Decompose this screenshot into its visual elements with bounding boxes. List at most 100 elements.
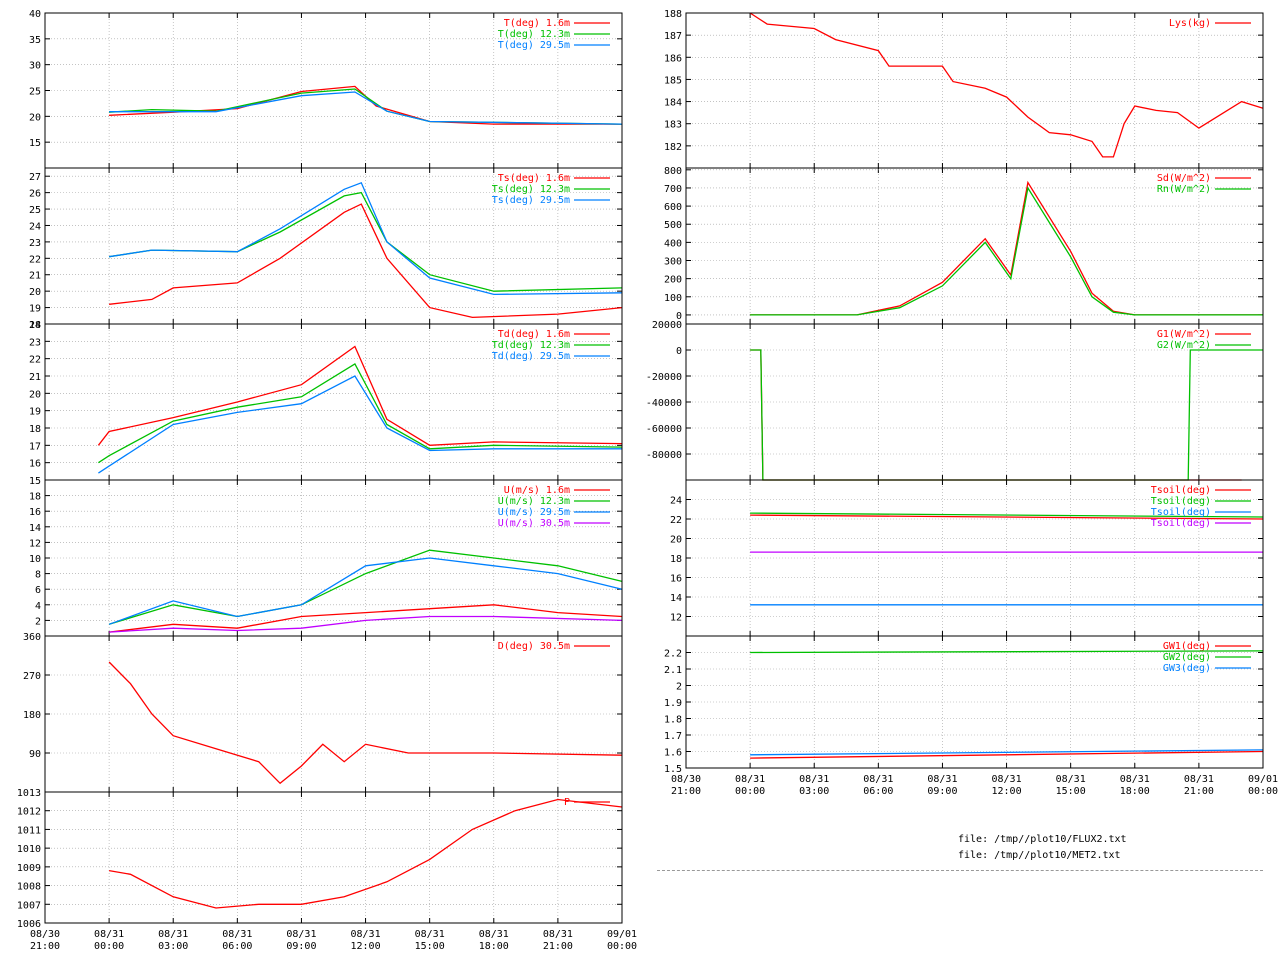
y-tick-label: 500 — [664, 220, 682, 231]
legend-label: Ts(deg) 29.5m — [492, 195, 570, 206]
legend-label: Lys(kg) — [1169, 18, 1211, 29]
x-tick-label-time: 15:00 — [415, 941, 445, 952]
x-tick-label-time: 00:00 — [735, 786, 765, 797]
x-tick-label-time: 09:00 — [927, 786, 957, 797]
y-tick-label: 22 — [29, 254, 41, 265]
series-line-D-0 — [108, 661, 623, 785]
series-line-U-3 — [109, 615, 623, 633]
y-tick-label: 186 — [664, 53, 682, 64]
y-tick-label: 180 — [23, 710, 41, 721]
file-line-met: file: /tmp//plot10/MET2.txt — [958, 850, 1121, 861]
y-tick-label: 27 — [29, 172, 41, 183]
x-tick-label-time: 09:00 — [286, 941, 316, 952]
y-tick-label: 360 — [23, 632, 41, 643]
y-tick-label: 26 — [29, 189, 41, 200]
x-tick-label-time: 21:00 — [543, 941, 573, 952]
y-tick-label: -80000 — [646, 450, 682, 461]
y-tick-label: 35 — [29, 35, 41, 46]
y-tick-label: 21 — [29, 372, 41, 383]
y-tick-label: 20 — [670, 535, 682, 546]
x-tick-label-date: 08/31 — [992, 774, 1022, 785]
y-tick-label: 16 — [29, 507, 41, 518]
y-tick-label: 22 — [29, 355, 41, 366]
y-tick-label: 24 — [670, 496, 682, 507]
legend-label: U(m/s) 12.3m — [498, 496, 570, 507]
series-line-Td-0 — [97, 345, 623, 446]
legend-label: Ts(deg) 12.3m — [492, 184, 570, 195]
y-tick-label: 16 — [670, 574, 682, 585]
y-tick-label: 20000 — [652, 320, 682, 331]
y-tick-label: 400 — [664, 238, 682, 249]
y-tick-label: 100 — [664, 293, 682, 304]
y-tick-label: 188 — [664, 9, 682, 20]
x-tick-label-date: 08/31 — [286, 929, 316, 940]
legend-label: GW3(deg) — [1163, 663, 1211, 674]
y-tick-label: 19 — [29, 407, 41, 418]
y-tick-label: 1011 — [17, 825, 41, 836]
series-line-GW-2 — [750, 749, 1264, 756]
legend-label: Tsoil(deg) — [1151, 518, 1211, 529]
y-tick-label: 19 — [29, 304, 41, 315]
y-tick-label: 4 — [35, 601, 41, 612]
y-tick-label: 30 — [29, 61, 41, 72]
y-tick-label: 12 — [29, 538, 41, 549]
legend-label: Td(deg) 29.5m — [492, 351, 570, 362]
y-tick-label: 21 — [29, 271, 41, 282]
x-tick-label-time: 03:00 — [799, 786, 829, 797]
y-tick-label: 183 — [664, 120, 682, 131]
x-tick-label-date: 08/31 — [158, 929, 188, 940]
legend-label: G1(W/m^2) — [1157, 329, 1211, 340]
y-tick-label: 20 — [29, 287, 41, 298]
file-line-flux: file: /tmp//plot10/FLUX2.txt — [958, 834, 1127, 845]
x-tick-label-time: 18:00 — [1120, 786, 1150, 797]
panel-frame-GW — [685, 635, 1264, 769]
y-tick-label: 700 — [664, 184, 682, 195]
x-tick-label-time: 00:00 — [94, 941, 124, 952]
series-line-Tsoil-1 — [750, 512, 1264, 518]
legend-label: GW1(deg) — [1163, 641, 1211, 652]
series-line-G-0 — [750, 349, 1242, 481]
series-line-T-2 — [109, 91, 623, 125]
x-tick-label-time: 12:00 — [351, 941, 381, 952]
y-tick-label: 16 — [29, 459, 41, 470]
y-tick-label: 2 — [676, 682, 682, 693]
y-tick-label: 22 — [670, 515, 682, 526]
y-tick-label: 12 — [670, 613, 682, 624]
panel-frame-P — [44, 791, 623, 924]
x-tick-label-date: 08/31 — [1184, 774, 1214, 785]
y-tick-label: 0 — [676, 346, 682, 357]
y-tick-label: 24 — [29, 320, 41, 331]
x-tick-label-date: 08/31 — [1120, 774, 1150, 785]
x-tick-label-date: 08/30 — [671, 774, 701, 785]
x-tick-label-time: 03:00 — [158, 941, 188, 952]
y-tick-label: 14 — [29, 523, 41, 534]
y-tick-label: 20 — [29, 112, 41, 123]
y-tick-label: 0 — [676, 311, 682, 322]
y-tick-label: -40000 — [646, 398, 682, 409]
legend-label: T(deg) 12.3m — [498, 29, 570, 40]
y-tick-label: 1.5 — [664, 764, 682, 775]
series-line-Rad-1 — [750, 186, 1263, 316]
y-tick-label: 18 — [29, 492, 41, 503]
y-tick-label: 2.2 — [664, 649, 682, 660]
series-line-Ts-0 — [109, 203, 623, 319]
legend-label: Rn(W/m^2) — [1157, 184, 1211, 195]
series-line-Td-2 — [98, 375, 622, 474]
footer-divider — [657, 870, 1263, 871]
x-tick-label-time: 18:00 — [479, 941, 509, 952]
y-tick-label: 1013 — [17, 788, 41, 799]
y-tick-label: 2 — [35, 616, 41, 627]
x-tick-label-time: 00:00 — [1248, 786, 1278, 797]
x-tick-label-date: 08/31 — [222, 929, 252, 940]
y-tick-label: 1008 — [17, 882, 41, 893]
y-tick-label: 184 — [664, 98, 682, 109]
y-tick-label: -60000 — [646, 424, 682, 435]
x-tick-label-date: 08/31 — [415, 929, 445, 940]
legend-label: Td(deg) 1.6m — [498, 329, 570, 340]
legend-label: U(m/s) 29.5m — [498, 507, 570, 518]
series-line-Tsoil-0 — [750, 514, 1264, 520]
legend-label: Tsoil(deg) — [1151, 485, 1211, 496]
x-tick-label-date: 08/31 — [927, 774, 957, 785]
series-line-U-0 — [109, 604, 623, 633]
